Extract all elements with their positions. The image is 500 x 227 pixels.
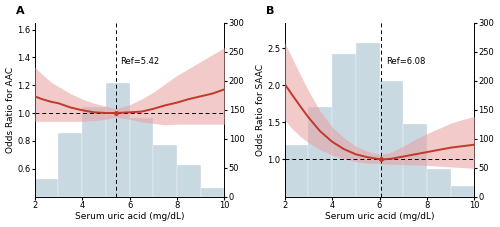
Bar — [177, 165, 201, 197]
Text: A: A — [16, 6, 24, 16]
X-axis label: Serum uric acid (mg/dL): Serum uric acid (mg/dL) — [75, 212, 184, 222]
Bar — [130, 118, 154, 197]
Bar — [154, 146, 177, 197]
Bar — [356, 43, 380, 197]
Bar — [34, 179, 58, 197]
Text: Ref=5.42: Ref=5.42 — [120, 57, 160, 66]
Y-axis label: Odds Ratio for SAAC: Odds Ratio for SAAC — [256, 64, 264, 155]
Bar — [404, 124, 427, 197]
Bar — [284, 146, 308, 197]
X-axis label: Serum uric acid (mg/dL): Serum uric acid (mg/dL) — [325, 212, 434, 222]
Bar — [82, 107, 106, 197]
Bar — [201, 188, 224, 197]
Bar — [308, 107, 332, 197]
Bar — [106, 84, 130, 197]
Bar — [380, 81, 404, 197]
Bar — [58, 133, 82, 197]
Bar — [450, 186, 474, 197]
Bar — [332, 54, 356, 197]
Y-axis label: Odds Ratio for AAC: Odds Ratio for AAC — [6, 67, 15, 153]
Text: Ref=6.08: Ref=6.08 — [386, 57, 426, 66]
Text: B: B — [266, 6, 274, 16]
Bar — [427, 169, 450, 197]
